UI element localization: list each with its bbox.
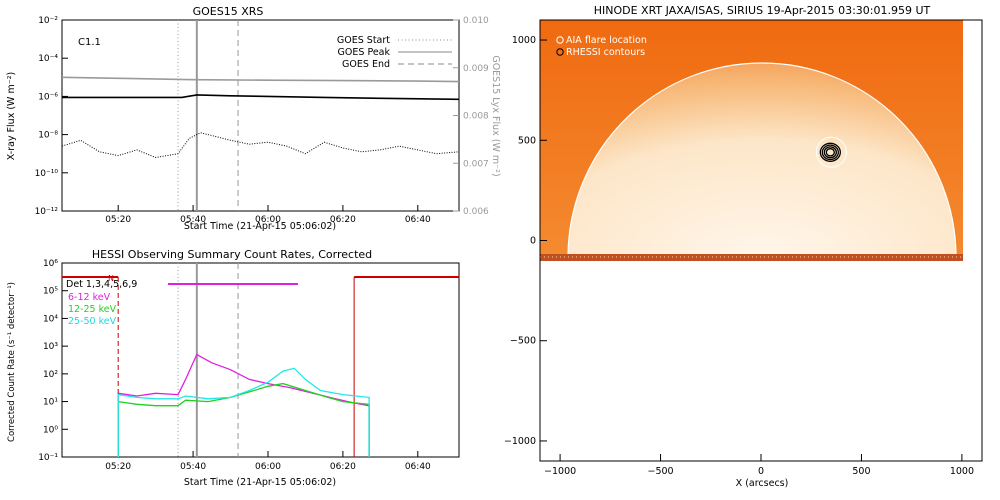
hessi-series-line-2 [117,367,370,457]
xrt-x-tick-label: −500 [647,466,673,477]
legend-25-50: 25-50 keV [68,316,117,327]
hessi-xlabel: Start Time (21-Apr-15 05:06:02) [184,477,336,488]
xrt-solar-disk [568,63,956,257]
goes-y2-tick-label: 0.007 [463,159,489,169]
hessi-markers [177,263,239,457]
goes-x-axis: 05:20 05:40 06:00 06:20 06:40 [105,205,431,225]
goes-class-label: C1.1 [78,37,101,48]
goes-y2-tick-label: 0.010 [463,16,489,26]
xrt-x-axis: −1000 −500 0 500 1000 [544,454,974,477]
goes-ylabel: X-ray Flux (W m⁻²) [6,72,17,161]
xrt-y-tick-label: 0 [530,236,536,247]
goes-series-line-0 [62,94,460,101]
xrt-title: HINODE XRT JAXA/ISAS, SIRIUS 19-Apr-2015… [594,4,931,17]
hessi-det-label: Det 1,3,4,5,6,9 [66,279,137,290]
rhessi-contours [819,142,841,162]
goes-x-tick-label: 06:40 [405,215,431,225]
rhessi-contour-1 [821,144,839,161]
rhessi-contour-2 [823,146,837,159]
goes-y-tick-label: 10⁻¹⁰ [35,169,59,179]
goes-series-line-1 [61,132,460,159]
hessi-ylabel: Corrected Count Rate (s⁻¹ detector⁻¹) [7,282,17,442]
hessi-y-tick-label: 10⁵ [43,287,58,297]
goes-x-tick-label: 06:20 [330,215,356,225]
legend-rhessi: RHESSI contours [566,47,645,58]
hessi-legend: 6-12 keV 12-25 keV 25-50 keV [68,292,117,327]
xrt-panel: HINODE XRT JAXA/ISAS, SIRIUS 19-Apr-2015… [504,4,983,489]
goes-y2-tick-label: 0.009 [463,64,489,74]
legend-goes-start: GOES Start [337,35,390,46]
goes-series [61,76,460,159]
hessi-x-tick-label: 05:20 [105,462,131,472]
hessi-x-tick-label: 05:40 [180,462,206,472]
goes-legend: GOES Start GOES Peak GOES End [337,35,452,70]
legend-aia: AIA flare location [566,35,647,46]
hessi-y-tick-label: 10² [43,370,58,380]
goes-y-tick-label: 10⁻² [38,16,58,26]
goes-xlabel: Start Time (21-Apr-15 05:06:02) [184,221,336,232]
goes-frame [61,19,460,212]
goes-y2-axis: 0.006 0.007 0.008 0.009 0.010 [453,16,489,217]
hessi-frame [61,262,460,458]
legend-6-12: 6-12 keV [68,292,111,303]
hessi-title: HESSI Observing Summary Count Rates, Cor… [92,248,372,261]
xrt-y-tick-label: 1000 [512,35,536,46]
hessi-y-tick-label: 10⁰ [43,425,58,435]
goes-y2-tick-label: 0.008 [463,112,489,122]
hessi-series [117,353,370,457]
xrt-legend: AIA flare location RHESSI contours [556,35,647,58]
rhessi-contour-3 [825,148,835,157]
hessi-x-axis: 05:20 05:40 06:00 06:20 06:40 [105,451,431,472]
hessi-y-tick-label: 10⁶ [43,259,58,269]
rhessi-contour-0 [819,142,841,162]
hessi-night-label: N [108,274,114,283]
goes-x-tick-label: 05:40 [180,215,206,225]
xrt-limb [567,62,957,258]
xrt-y-tick-label: −500 [510,336,536,347]
goes-markers [177,20,239,211]
legend-rhessi-icon [556,48,564,56]
legend-12-25: 12-25 keV [68,304,117,315]
legend-goes-end: GOES End [342,59,390,70]
goes-y-axis: 10⁻¹² 10⁻¹⁰ 10⁻⁸ 10⁻⁶ 10⁻⁴ 10⁻² [35,16,68,217]
hessi-panel: HESSI Observing Summary Count Rates, Cor… [7,248,460,488]
xrt-xlabel: X (arcsecs) [736,478,789,489]
xrt-x-tick-label: 500 [852,466,870,477]
xrt-x-tick-label: −1000 [544,466,576,477]
hessi-y-tick-label: 10³ [43,342,58,352]
hessi-x-tick-label: 06:40 [405,462,431,472]
xrt-y-tick-label: −1000 [504,436,536,447]
goes-series-line-2 [61,76,460,83]
goes-x-tick-label: 05:20 [105,215,131,225]
hessi-y-tick-label: 10⁻¹ [38,453,58,463]
goes-panel: GOES15 XRS 10⁻¹² 10⁻¹⁰ 10⁻⁸ 10⁻⁶ 10⁻⁴ 10⁻² 0.… [6,5,501,232]
hessi-y-tick-label: 10⁴ [43,314,58,324]
goes-title: GOES15 XRS [193,5,264,18]
hessi-y-axis: 10⁻¹ 10⁰ 10¹ 10² 10³ 10⁴ 10⁵ 10⁶ [38,259,68,463]
hessi-y-tick-label: 10¹ [43,398,58,408]
hessi-series-line-1 [117,382,370,457]
xrt-x-tick-label: 1000 [950,466,974,477]
goes-y-tick-label: 10⁻⁸ [38,131,58,141]
xrt-x-tick-label: 0 [758,466,764,477]
hessi-night-intervals [62,276,459,457]
hessi-x-tick-label: 06:20 [330,462,356,472]
goes-y2-tick-label: 0.006 [463,207,489,217]
goes-x-tick-label: 06:00 [255,215,281,225]
goes-y-tick-label: 10⁻⁴ [38,54,58,64]
hessi-x-tick-label: 06:00 [255,462,281,472]
aia-flare-location [815,136,847,168]
legend-aia-icon [556,36,564,44]
xrt-image-edge [540,254,963,261]
xrt-y-tick-label: 500 [518,135,536,146]
xrt-y-axis: −1000 −500 0 500 1000 [504,35,547,447]
goes-ylabel-right: GOES15 Lyx Flux (W m⁻²) [490,55,501,176]
goes-y-tick-label: 10⁻¹² [35,207,59,217]
legend-goes-peak: GOES Peak [338,47,391,58]
hessi-series-line-0 [117,353,370,457]
goes-y-tick-label: 10⁻⁶ [38,92,58,102]
